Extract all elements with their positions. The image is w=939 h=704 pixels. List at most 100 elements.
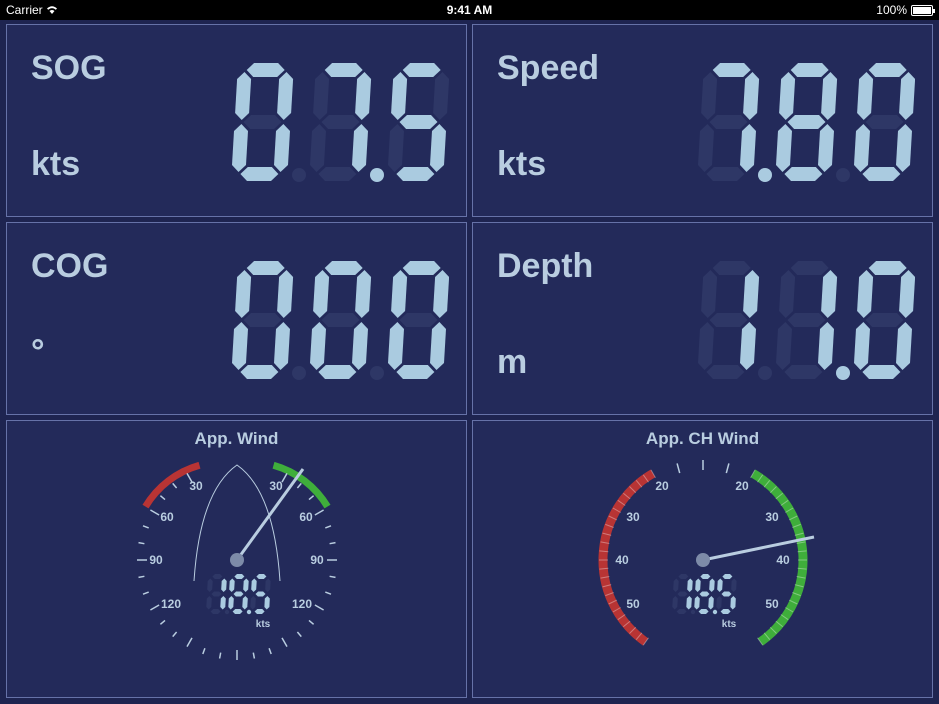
speed-digits-digit-0-segment-b [743, 72, 760, 120]
app-ch-wind-readout-digit-1-segment-g [699, 591, 710, 597]
app-wind-readout-digit-2-segment-e [250, 596, 256, 610]
speed-digits-digit-1-segment-g [787, 115, 826, 129]
sog-digits-digit-1-segment-b [355, 72, 372, 120]
app-ch-wind-hub [696, 553, 710, 567]
app-ch-wind-ticks-tick [650, 469, 656, 478]
app-ch-wind-ticks-tick [785, 507, 794, 513]
app-ch-wind-ticks-tick [775, 620, 784, 628]
app-ch-wind-ticks-tick [617, 614, 626, 621]
app-wind-ticks-tick [296, 482, 302, 489]
app-ch-wind-ticks-tick [794, 532, 804, 536]
depth-digits-digit-0-segment-c [740, 322, 756, 370]
app-ch-wind-readout-dot-0 [690, 609, 696, 615]
app-ch-wind-scale-40-right: 40 [776, 553, 790, 567]
depth-digits-digit-0-segment-d [706, 365, 745, 379]
app-wind-readout-digit-1-segment-b [243, 578, 249, 592]
sog-digits [232, 63, 449, 182]
app-ch-wind-readout-digit-2-segment-d [720, 609, 731, 614]
speed-digits-digit-2-segment-d [862, 167, 901, 181]
sog-digits-dot-0 [292, 168, 306, 182]
cog-label: COG [31, 247, 109, 285]
app-ch-wind-ticks-port-arc [598, 469, 656, 646]
depth-label: Depth [497, 247, 594, 285]
depth-digits-digit-1-segment-e [776, 322, 792, 370]
sog-digits-digit-0-segment-b [277, 72, 294, 120]
app-wind-scale-90-left: 90 [149, 553, 163, 567]
cog-digits-digit-0-segment-a [246, 261, 285, 275]
cog-digits-digit-1-segment-b [355, 270, 372, 318]
app-wind-ticks-tick [150, 604, 160, 611]
app-wind-panel[interactable]: App. Wind 30 60 90 120 30 60 90 120 kts [6, 420, 467, 698]
app-ch-wind-readout-digit-1-segment-a [700, 574, 711, 579]
speed-digits-digit-2-segment-g [865, 115, 904, 129]
app-ch-wind-readout-digit-0-segment-c [686, 596, 692, 610]
app-wind-readout-digit-0-segment-g [211, 591, 222, 597]
speed-panel[interactable]: Speed kts [472, 24, 933, 217]
app-ch-wind-ticks-tick [642, 474, 649, 483]
speed-digits-digit-1-segment-f [779, 72, 796, 120]
app-wind-readout-digit-2-segment-b [265, 578, 271, 592]
app-ch-wind-gauge: 20 30 40 50 20 30 40 50 kts [598, 460, 815, 646]
cog-panel[interactable]: COG ° [6, 222, 467, 415]
app-ch-wind-readout-digit-0-segment-e [672, 596, 678, 610]
speed-digits-digit-0-segment-c [740, 124, 756, 172]
sog-panel[interactable]: SOG kts [6, 24, 467, 217]
app-ch-wind-ticks-tick [602, 532, 612, 536]
battery-percent: 100% [876, 3, 907, 17]
speed-unit: kts [497, 145, 547, 183]
app-ch-wind-ticks-tick [599, 567, 609, 570]
wifi-icon [45, 3, 59, 18]
sog-digits-digit-1-segment-d [318, 167, 357, 181]
app-wind-readout-digit-2-segment-c [264, 596, 270, 610]
app-ch-wind-ticks-tick [763, 632, 771, 641]
app-ch-wind-scale-20-right: 20 [735, 479, 749, 493]
app-ch-wind-readout-digit-1-segment-e [694, 596, 700, 610]
app-wind-readout-digit-0-segment-f [207, 578, 213, 592]
depth-panel[interactable]: Depth m [472, 222, 933, 415]
app-ch-wind-ticks-tick [763, 479, 771, 488]
app-wind-scale-120-left: 120 [161, 597, 181, 611]
app-wind-ticks-tick [314, 509, 324, 516]
app-ch-wind-ticks-tick [617, 499, 626, 506]
app-ch-wind-ticks-tick [602, 584, 612, 588]
app-ch-wind-scale-40-left: 40 [615, 553, 629, 567]
sog-digits-digit-0-segment-d [240, 167, 279, 181]
app-ch-wind-ticks-tick [794, 584, 804, 588]
sog-digits-digit-0-segment-f [235, 72, 252, 120]
app-ch-wind-scale-30-left: 30 [626, 510, 640, 524]
cog-digits-dot-0 [292, 366, 306, 380]
cog-digits-digit-2-segment-g [399, 313, 438, 327]
app-wind-ticks-tick [150, 509, 160, 516]
depth-digits-dot-0 [758, 366, 772, 380]
app-ch-wind-ticks-tick [788, 515, 798, 521]
app-ch-wind-ticks-tick [642, 637, 649, 646]
app-wind-scale-120-right: 120 [292, 597, 312, 611]
app-wind-ticks-tick [138, 541, 145, 545]
app-ch-wind-ticks-tick [792, 523, 801, 528]
app-wind-scale-60-left: 60 [160, 510, 174, 524]
app-wind-readout-digit-2-segment-a [256, 574, 267, 579]
app-ch-wind-scale-50-right: 50 [765, 597, 779, 611]
cog-digits-digit-1-segment-d [318, 365, 357, 379]
app-ch-wind-unit: kts [722, 619, 737, 630]
app-ch-wind-ticks-tick [622, 492, 631, 500]
app-wind-hub [230, 553, 244, 567]
app-wind-ticks-tick [202, 648, 206, 655]
app-wind-ticks-tick [325, 591, 332, 595]
app-wind-ticks-tick [329, 575, 336, 579]
depth-digits-digit-2-segment-a [868, 261, 907, 275]
app-wind-ticks-tick [172, 482, 178, 489]
app-wind-scale-60-right: 60 [299, 510, 313, 524]
app-wind-readout-digit-0-segment-d [210, 609, 221, 614]
cog-digits-digit-0-segment-e [232, 322, 248, 370]
app-wind-readout-digit-2-segment-d [254, 609, 265, 614]
cog-digits-digit-1-segment-c [352, 322, 368, 370]
app-ch-wind-ticks-tick [796, 541, 806, 544]
app-wind-ticks-tick [159, 495, 166, 501]
app-ch-wind-panel[interactable]: App. CH Wind 20 30 40 50 20 30 40 50 kts [472, 420, 933, 698]
app-ch-wind-readout-digit-2-segment-f [717, 578, 723, 592]
depth-digits-digit-2-segment-c [896, 322, 912, 370]
cog-digits-digit-0-segment-g [243, 313, 282, 327]
cog-digits-digit-2-segment-f [391, 270, 408, 318]
app-wind-readout-digit-1-segment-g [233, 591, 244, 597]
